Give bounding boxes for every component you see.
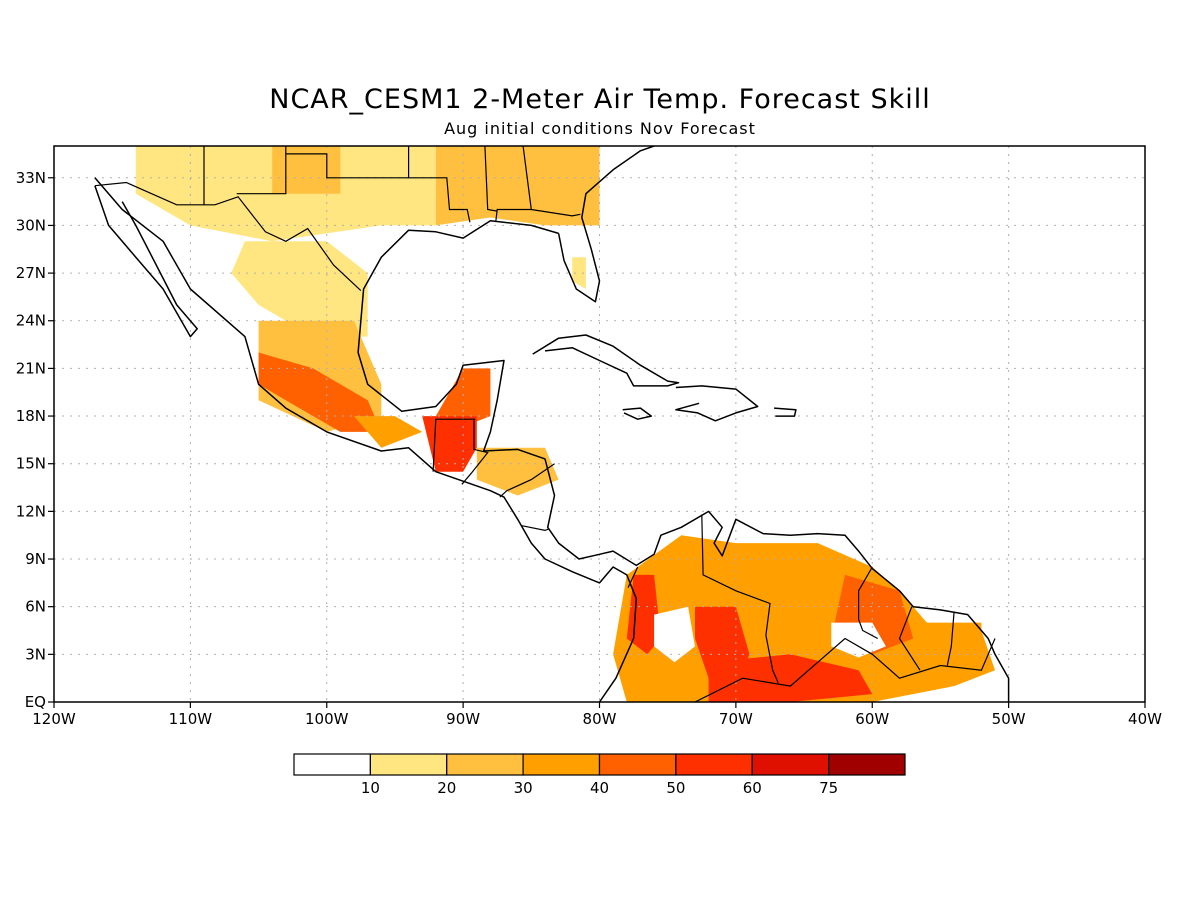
skill-region-us-gulf-coast bbox=[435, 146, 600, 226]
legend-swatch bbox=[675, 753, 753, 776]
border-us-mexico bbox=[94, 181, 362, 292]
border-nicaragua-costa-rica bbox=[521, 525, 550, 532]
lat-tick-label: 12N bbox=[16, 502, 46, 520]
coastlines-and-borders bbox=[94, 146, 1010, 702]
lat-tick-label: 30N bbox=[16, 216, 46, 234]
graticule bbox=[54, 146, 1145, 702]
longitude-axis: 120W 110W 100W 90W 80W 70W 60W 50W 40W bbox=[32, 702, 1162, 728]
coastline-baja-california bbox=[94, 185, 198, 338]
legend-swatch bbox=[522, 753, 601, 776]
border-colombia-venezuela bbox=[701, 514, 779, 684]
lat-tick-label: 21N bbox=[16, 359, 46, 377]
legend-label: 10 bbox=[361, 779, 380, 797]
latitude-axis: EQ 3N 6N 9N 12N 15N 18N 21N 24N 27N 30N 33N bbox=[16, 169, 54, 711]
skill-region-florida bbox=[572, 257, 586, 289]
legend-label: 75 bbox=[819, 779, 838, 797]
coastline-jamaica bbox=[622, 407, 653, 420]
lon-tick-label: 60W bbox=[855, 710, 889, 728]
lat-tick-label: 3N bbox=[25, 645, 46, 663]
legend-swatch bbox=[446, 753, 524, 776]
coastline-cuba bbox=[532, 334, 680, 387]
lon-tick-label: 90W bbox=[446, 710, 480, 728]
border-brazil-north bbox=[694, 637, 996, 702]
border-us-states-4 bbox=[495, 146, 532, 221]
coastline-florida-peninsula bbox=[557, 146, 655, 303]
lat-tick-label: 24N bbox=[16, 312, 46, 330]
lon-tick-label: 50W bbox=[992, 710, 1026, 728]
skill-region-yucatan bbox=[435, 368, 491, 432]
lon-tick-label: 100W bbox=[305, 710, 349, 728]
skill-region-mexico-south bbox=[258, 352, 382, 432]
lat-tick-label: 18N bbox=[16, 407, 46, 425]
map-title: NCAR_CESM1 2-Meter Air Temp. Forecast Sk… bbox=[269, 84, 931, 115]
border-suriname-guiana bbox=[946, 611, 955, 666]
skill-region-guatemala bbox=[422, 416, 477, 472]
skill-region-suriname bbox=[913, 622, 982, 671]
border-guatemala-mexico bbox=[432, 418, 476, 472]
border-us-states bbox=[236, 146, 287, 195]
coastline-gulf-and-caribbean bbox=[357, 219, 1010, 702]
lat-tick-label: 6N bbox=[25, 598, 46, 616]
lon-tick-label: 120W bbox=[32, 710, 76, 728]
lon-tick-label: 70W bbox=[719, 710, 753, 728]
coastline-puerto-rico bbox=[774, 407, 797, 417]
lon-tick-label: 110W bbox=[169, 710, 213, 728]
lat-tick-label: 15N bbox=[16, 455, 46, 473]
skill-region-honduras bbox=[476, 447, 559, 496]
legend-swatch bbox=[293, 753, 371, 776]
low-skill-area-colombia-hole bbox=[654, 606, 695, 663]
plot-background bbox=[54, 146, 1145, 702]
border-us-states-3 bbox=[484, 146, 498, 212]
coastline-hispaniola bbox=[675, 385, 759, 422]
map-subtitle: Aug initial conditions Nov Forecast bbox=[444, 119, 756, 138]
lat-tick-label: 27N bbox=[16, 264, 46, 282]
legend-label: 60 bbox=[743, 779, 762, 797]
border-us-states-2 bbox=[408, 146, 471, 223]
legend-label: 20 bbox=[437, 779, 456, 797]
skill-region-us-oklahoma bbox=[272, 146, 341, 194]
lon-tick-label: 80W bbox=[583, 710, 617, 728]
legend-swatch bbox=[751, 753, 830, 776]
border-guyana-suriname bbox=[898, 606, 921, 671]
legend-label: 40 bbox=[590, 779, 609, 797]
border-panama-colombia bbox=[627, 566, 639, 588]
lat-tick-label: 9N bbox=[25, 550, 46, 568]
legend-swatch bbox=[598, 753, 677, 776]
lat-tick-label: 33N bbox=[16, 169, 46, 187]
low-skill-area-venezuela-hole bbox=[831, 622, 886, 658]
skill-region-mexico-oaxaca bbox=[354, 416, 423, 448]
lat-tick-label: EQ bbox=[25, 693, 46, 711]
border-venezuela-guyana bbox=[857, 566, 878, 640]
border-honduras-nicaragua bbox=[499, 463, 555, 498]
skill-region-amazon-core bbox=[708, 654, 873, 702]
legend-swatch bbox=[828, 753, 906, 776]
legend-swatch bbox=[369, 753, 448, 776]
border-us-states-7 bbox=[285, 153, 409, 179]
legend-label: 50 bbox=[666, 779, 685, 797]
lon-tick-label: 40W bbox=[1128, 710, 1162, 728]
border-guatemala-honduras bbox=[461, 419, 489, 485]
legend-label: 30 bbox=[514, 779, 533, 797]
border-us-states-5 bbox=[531, 208, 581, 217]
color-legend: 10 20 30 40 50 60 75 bbox=[293, 753, 906, 797]
coastline-pacific-mexico-central-america bbox=[94, 177, 638, 702]
